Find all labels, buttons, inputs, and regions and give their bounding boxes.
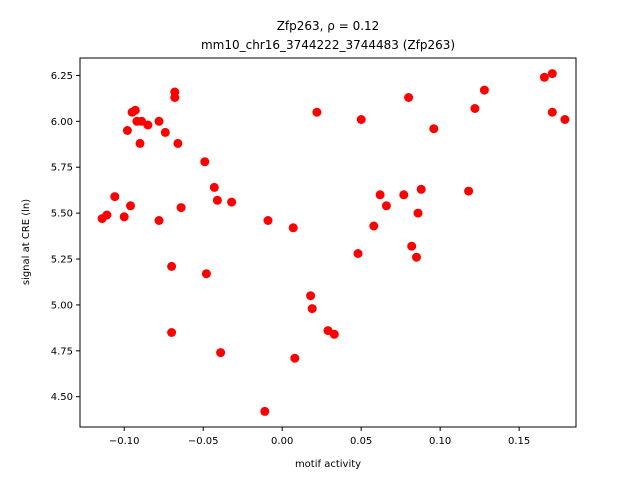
y-tick-label: 5.75 xyxy=(51,163,73,174)
chart-title-line1: Zfp263, ρ = 0.12 xyxy=(277,19,380,33)
y-tick-label: 4.75 xyxy=(51,346,73,357)
data-point-54 xyxy=(560,115,570,124)
data-point-53 xyxy=(547,107,557,117)
data-point-4 xyxy=(122,126,132,135)
data-point-18 xyxy=(170,93,180,102)
data-point-5 xyxy=(126,201,135,211)
x-tick-label: 0.15 xyxy=(508,436,530,447)
x-tick-label: −0.10 xyxy=(109,436,140,447)
data-point-49 xyxy=(470,104,480,113)
data-point-19 xyxy=(173,138,183,148)
data-point-41 xyxy=(399,190,409,200)
y-tick-label: 4.50 xyxy=(51,392,73,403)
data-point-12 xyxy=(154,116,164,126)
plot-frame xyxy=(79,57,577,428)
data-point-35 xyxy=(329,329,339,339)
data-point-14 xyxy=(160,127,170,137)
data-point-25 xyxy=(216,348,226,358)
data-point-23 xyxy=(209,182,219,192)
y-tick-label: 5.00 xyxy=(51,300,73,311)
y-tick-label: 6.25 xyxy=(51,71,73,82)
data-point-38 xyxy=(369,221,379,231)
data-point-31 xyxy=(306,291,316,301)
data-point-26 xyxy=(227,197,237,207)
data-point-16 xyxy=(167,328,177,337)
data-point-9 xyxy=(135,138,145,148)
y-axis-ticks: 4.50 4.75 5.00 5.25 5.50 5.75 6.00 6.25 xyxy=(51,71,80,403)
x-axis-ticks: −0.10 −0.05 0.00 0.05 0.10 0.15 xyxy=(109,427,530,447)
data-point-22 xyxy=(201,269,211,279)
data-point-46 xyxy=(416,184,426,194)
data-point-36 xyxy=(353,249,363,258)
x-tick-label: −0.05 xyxy=(188,436,219,447)
data-point-24 xyxy=(212,195,222,205)
data-point-47 xyxy=(429,124,439,134)
data-point-45 xyxy=(413,208,423,218)
data-point-48 xyxy=(464,186,474,196)
x-tick-label: 0.05 xyxy=(350,436,372,447)
data-point-21 xyxy=(200,157,210,167)
data-point-44 xyxy=(412,252,421,262)
y-tick-label: 5.25 xyxy=(51,255,73,266)
data-point-37 xyxy=(356,115,366,124)
data-point-13 xyxy=(154,216,164,225)
data-point-33 xyxy=(312,107,322,117)
data-point-42 xyxy=(404,93,414,102)
data-point-20 xyxy=(176,203,186,213)
data-point-43 xyxy=(407,241,417,251)
chart-title-line2: mm10_chr16_3744222_3744483 (Zfp263) xyxy=(201,38,455,52)
data-point-27 xyxy=(260,406,270,416)
data-point-3 xyxy=(119,212,129,222)
data-point-52 xyxy=(547,69,557,79)
y-tick-label: 6.00 xyxy=(51,117,73,128)
data-point-7 xyxy=(130,105,140,115)
y-axis-label: signal at CRE (ln) xyxy=(21,199,32,285)
y-tick-label: 5.50 xyxy=(51,209,73,220)
data-point-1 xyxy=(102,210,112,220)
x-axis-label: motif activity xyxy=(295,459,361,470)
data-points xyxy=(97,69,570,416)
x-tick-label: 0.00 xyxy=(271,436,293,447)
data-point-29 xyxy=(288,223,298,233)
data-point-15 xyxy=(167,261,177,271)
data-point-51 xyxy=(539,72,549,82)
data-point-30 xyxy=(290,353,300,363)
data-point-32 xyxy=(307,304,317,314)
data-point-39 xyxy=(375,190,385,200)
data-point-2 xyxy=(110,192,120,202)
data-point-11 xyxy=(143,120,153,130)
data-point-50 xyxy=(479,85,489,95)
data-point-28 xyxy=(263,216,273,225)
data-point-40 xyxy=(381,201,391,211)
x-tick-label: 0.10 xyxy=(429,436,451,447)
